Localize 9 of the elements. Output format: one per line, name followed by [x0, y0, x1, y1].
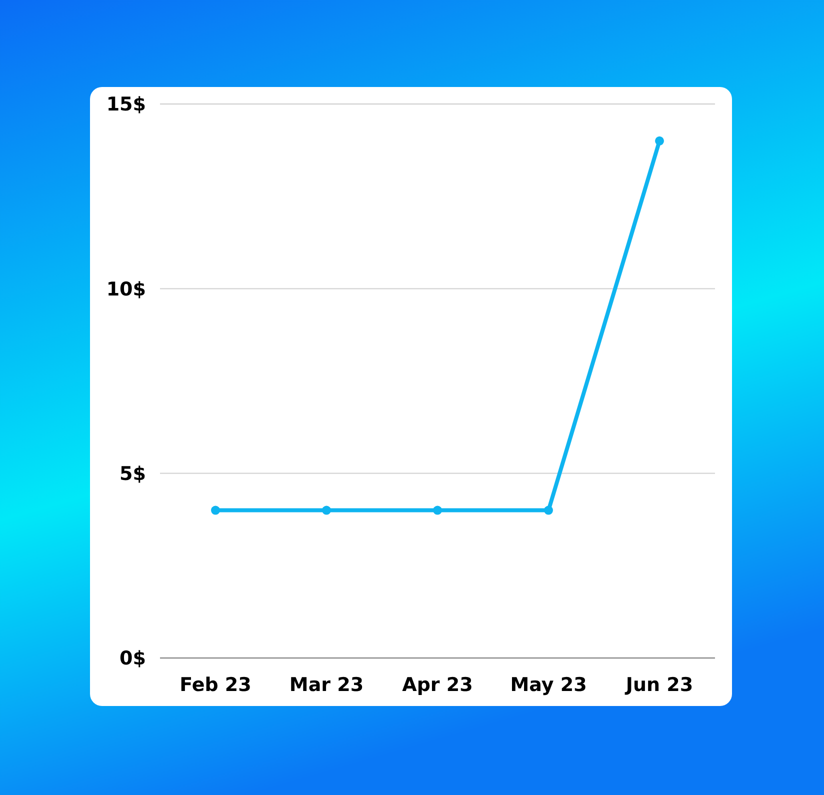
- x-tick-label: May 23: [510, 674, 587, 696]
- x-tick-label: Feb 23: [180, 674, 252, 696]
- y-tick-label: 0$: [120, 648, 146, 670]
- x-tick-label: Apr 23: [402, 674, 473, 696]
- x-tick-label: Mar 23: [289, 674, 364, 696]
- y-tick-label: 15$: [106, 94, 146, 116]
- x-tick-label: Jun 23: [624, 674, 694, 696]
- y-tick-label: 5$: [120, 462, 146, 485]
- y-tick-label: 10$: [106, 278, 146, 300]
